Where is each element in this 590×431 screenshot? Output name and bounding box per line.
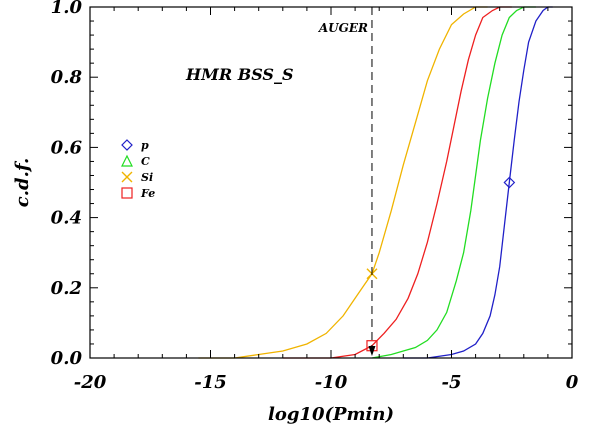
- y-axis-label: c.d.f.: [12, 158, 33, 207]
- legend-symbol-c: [121, 154, 133, 167]
- marker-p: [503, 176, 516, 189]
- y-tick-label: 0.2: [51, 278, 82, 299]
- axis-ticks: -20 -15 -10 -5 0 0.0 0.2 0.4 0.6 0.8 1.0: [51, 0, 579, 393]
- auger-label: AUGER: [318, 21, 368, 35]
- x-tick-label: 0: [566, 372, 579, 393]
- legend-symbol-fe: [121, 187, 133, 199]
- legend-symbol-si: [121, 171, 133, 183]
- x-tick-label: -20: [74, 372, 107, 393]
- series-line-c: [371, 6, 536, 359]
- auger-reference: [368, 7, 376, 356]
- legend-label-p: p: [141, 139, 149, 152]
- x-tick-label: -15: [194, 372, 227, 393]
- y-tick-label: 0.6: [51, 137, 83, 158]
- legend-symbol-p: [121, 139, 133, 151]
- legend-label-fe: Fe: [140, 187, 155, 200]
- y-tick-label: 1.0: [51, 0, 83, 18]
- y-tick-label: 0.4: [51, 208, 82, 229]
- model-label: HMR BSS_S: [185, 65, 294, 84]
- x-tick-label: -5: [442, 372, 462, 393]
- auger-arrowhead: [368, 346, 376, 356]
- series-line-p: [403, 6, 553, 359]
- y-tick-label: 0.8: [51, 67, 83, 88]
- legend: pC Si Fe: [121, 139, 155, 200]
- x-tick-label: -10: [315, 372, 348, 393]
- series-line-si: [198, 6, 488, 359]
- legend-label-si: Si: [141, 171, 153, 184]
- legend-label-c: C: [141, 155, 150, 168]
- y-tick-label: 0.0: [51, 348, 83, 369]
- x-axis-label: log10(Pmin): [268, 404, 394, 425]
